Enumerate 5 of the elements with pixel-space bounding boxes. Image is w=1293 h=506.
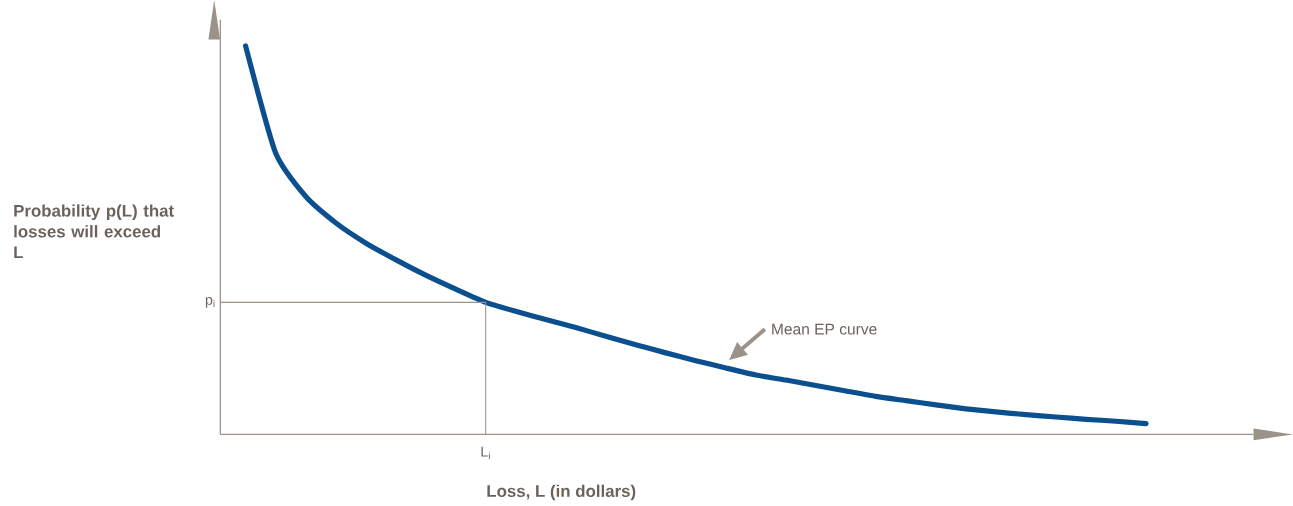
annotation: Mean EP curve — [772, 323, 877, 335]
x-axis-title: Loss, L (in dollars) — [487, 484, 636, 501]
text: L$_{i}$ — [481, 446, 490, 460]
y-axis-title: Probability p(L) that losses will exceed L — [14, 204, 174, 259]
text: p$_{i}$ — [205, 297, 215, 308]
